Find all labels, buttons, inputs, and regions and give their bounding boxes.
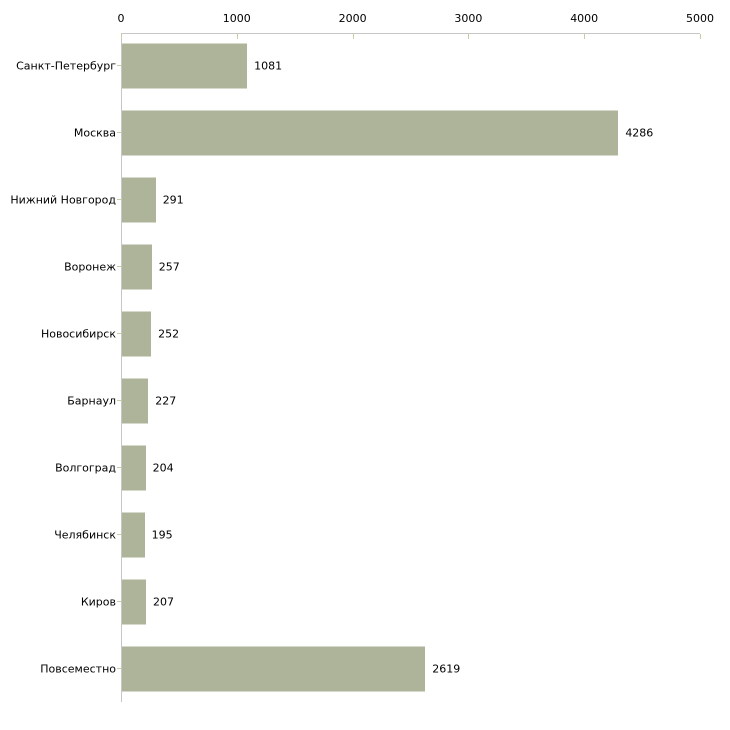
y-tick-mark (117, 266, 121, 268)
x-tick-mark (584, 34, 586, 39)
category-label: Повсеместно (40, 662, 116, 676)
bar-value-label: 227 (155, 394, 177, 408)
category-label: Нижний Новгород (10, 193, 116, 207)
y-tick-mark (117, 199, 121, 201)
bar-row: Воронеж 257 (64, 234, 700, 301)
x-tick-label: 5000 (686, 12, 714, 25)
y-tick-mark (117, 65, 121, 67)
bar-value-label: 1081 (254, 59, 283, 73)
bar-value-label: 204 (152, 461, 174, 475)
bar (122, 43, 248, 89)
bar-row: Санкт-Петербург 1081 (16, 33, 700, 100)
category-label: Челябинск (54, 528, 116, 542)
bar-row: Киров 207 (81, 568, 700, 635)
bar-row: Челябинск 195 (54, 501, 700, 568)
x-axis-line (121, 33, 700, 34)
x-tick-mark (352, 34, 354, 39)
x-tick-label: 1000 (222, 12, 251, 25)
category-label: Киров (80, 595, 116, 609)
bar (122, 646, 426, 692)
bar (122, 445, 146, 491)
bar-value-label: 195 (151, 528, 173, 542)
y-tick-mark (117, 333, 121, 335)
y-tick-mark (117, 132, 121, 134)
bar-value-label: 4286 (625, 126, 654, 140)
bar (122, 177, 156, 223)
plot-area: 0 1000 2000 3000 4000 5000 Санкт-Петербург 108… (10, 12, 714, 702)
bar (122, 378, 149, 424)
category-label: Волгоград (55, 461, 116, 475)
y-tick-mark (117, 466, 121, 468)
bar (122, 244, 152, 290)
x-tick-label: 0 (117, 12, 125, 25)
bar-row: Волгоград 204 (55, 434, 700, 501)
x-tick-label: 3000 (454, 12, 483, 25)
bar-value-label: 2619 (432, 662, 461, 676)
bar-row: Новосибирск 252 (41, 301, 700, 368)
bar-row: Барнаул 227 (67, 368, 700, 435)
y-axis-line (121, 33, 122, 702)
category-label: Воронеж (64, 260, 116, 274)
category-label: Москва (73, 126, 116, 140)
bar-value-label: 252 (158, 327, 180, 341)
y-tick-mark (117, 600, 121, 602)
y-tick-mark (117, 399, 121, 401)
y-tick-mark (117, 533, 121, 535)
bar-value-label: 291 (162, 193, 184, 207)
bar (122, 512, 145, 558)
x-tick-mark (468, 34, 470, 39)
category-label: Барнаул (67, 394, 116, 408)
x-tick-mark (700, 34, 701, 39)
bar-row: Нижний Новгород 291 (10, 167, 700, 234)
x-tick-mark (121, 34, 122, 39)
bar (122, 579, 146, 625)
bar-row: Повсеместно 2619 (40, 635, 700, 702)
bar-row: Москва 4286 (74, 100, 700, 167)
x-tick-mark (236, 34, 238, 39)
bar-value-label: 207 (152, 595, 174, 609)
y-tick-mark (117, 667, 121, 669)
x-tick-label: 4000 (570, 12, 599, 25)
category-label: Санкт-Петербург (16, 59, 116, 73)
bar (122, 311, 152, 357)
category-label: Новосибирск (40, 327, 116, 341)
bar-value-label: 257 (158, 260, 180, 274)
x-tick-label: 2000 (338, 12, 367, 25)
bar (122, 110, 619, 156)
